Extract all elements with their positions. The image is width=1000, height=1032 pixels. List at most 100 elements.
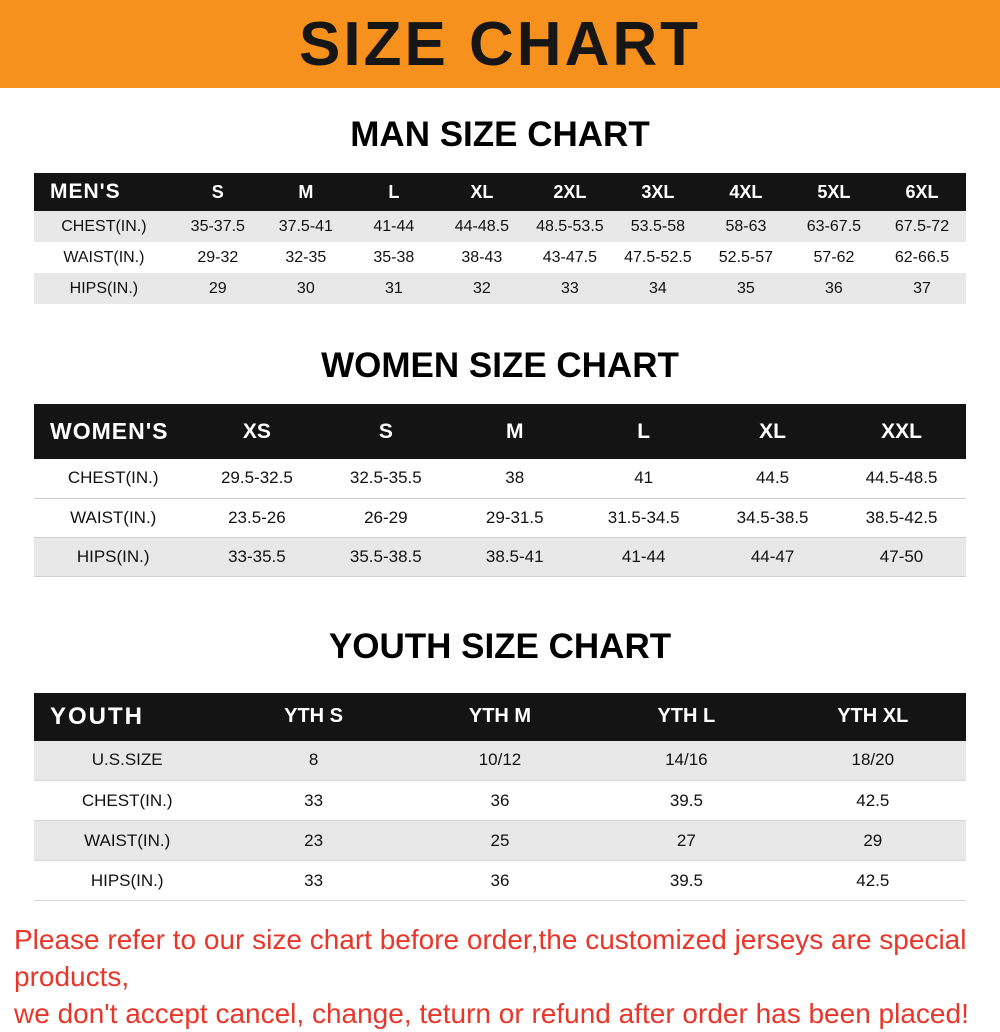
- size-value: 8: [308, 750, 319, 770]
- size-value: 32: [472, 279, 491, 297]
- size-value: 41-44: [373, 217, 415, 235]
- size-value: 10/12: [478, 750, 522, 770]
- size-value: 25: [490, 830, 510, 850]
- sections-container: MAN SIZE CHART MEN'S S M L XL 2XL 3XL 4XL 5XL 6XL C…: [0, 115, 1000, 901]
- column-header: XXL: [837, 404, 966, 459]
- size-value: 44.5-48.5: [865, 468, 938, 488]
- size-value: 38.5-42.5: [865, 507, 938, 527]
- row-label: HIPS(IN.): [69, 279, 139, 297]
- size-value: 18/20: [851, 750, 895, 770]
- size-value: 42.5: [856, 790, 890, 810]
- column-header: XL: [437, 173, 526, 211]
- column-header: 5XL: [789, 173, 878, 211]
- size-value: 52.5-57: [718, 248, 774, 266]
- column-header: M: [450, 404, 580, 459]
- column-header: YTH M: [406, 692, 594, 741]
- size-value: 33-35.5: [228, 546, 286, 566]
- size-value: 33: [304, 870, 324, 890]
- size-value: 32-35: [285, 248, 327, 266]
- size-value: 29-31.5: [485, 507, 544, 527]
- table-row: WAIST(IN.) 23.5-26 26-29 29-31.5 31.5-34.5 34…: [34, 498, 966, 537]
- column-header: S: [173, 173, 262, 211]
- size-value: 57-62: [813, 248, 855, 266]
- row-label: HIPS(IN.): [76, 546, 150, 566]
- youth-size-table: YOUTH YTH S YTH M YTH L YTH XL U.S.SIZE 8 10/12…: [34, 692, 966, 902]
- size-value: 58-63: [725, 217, 767, 235]
- size-value: 44-47: [750, 546, 795, 566]
- size-value: 31.5-34.5: [607, 507, 680, 527]
- size-value: 37.5-41: [278, 217, 333, 235]
- table-row: WAIST(IN.) 29-32 32-35 35-38 38-43 43-47.5 47.…: [34, 242, 966, 273]
- size-value: 43-47.5: [542, 248, 597, 266]
- table-row: CHEST(IN.) 33 36 39.5 42.5: [34, 781, 966, 821]
- column-header: 2XL: [525, 173, 614, 211]
- column-header: XS: [192, 404, 322, 459]
- size-value: 38.5-41: [485, 546, 544, 566]
- size-value: 34: [648, 279, 667, 297]
- table-row: HIPS(IN.) 33 36 39.5 42.5: [34, 861, 966, 901]
- size-value: 37: [913, 279, 931, 297]
- column-header: XL: [708, 404, 838, 459]
- size-value: 53.5-58: [630, 217, 686, 235]
- row-label: CHEST(IN.): [67, 468, 159, 488]
- size-value: 63-67.5: [806, 217, 862, 235]
- size-value: 35-37.5: [190, 217, 245, 235]
- table-row: HIPS(IN.) 33-35.5 35.5-38.5 38.5-41 41-44 44-…: [34, 537, 966, 576]
- size-value: 39.5: [669, 870, 703, 890]
- size-value: 48.5-53.5: [536, 217, 604, 235]
- table-row: U.S.SIZE 8 10/12 14/16 18/20: [34, 740, 966, 781]
- section-youth: YOUTH SIZE CHART YOUTH YTH S YTH M YTH L YTH …: [0, 627, 1000, 902]
- column-header: YTH S: [220, 692, 407, 741]
- column-header: 4XL: [701, 173, 790, 211]
- table-corner-label: WOMEN'S: [34, 404, 193, 459]
- table-row: HIPS(IN.) 29 30 31 32 33 34 35 36 37: [34, 273, 966, 304]
- size-value: 38-43: [461, 248, 503, 266]
- header-row: WOMEN'S XS S M L XL XXL: [34, 404, 966, 459]
- size-value: 42.5: [856, 870, 890, 890]
- section-man: MAN SIZE CHART MEN'S S M L XL 2XL 3XL 4XL 5XL 6XL C…: [0, 115, 1000, 304]
- column-header: YTH L: [593, 692, 780, 741]
- table-row: WAIST(IN.) 23 25 27 29: [34, 820, 966, 861]
- size-value: 32.5-35.5: [349, 468, 422, 488]
- size-value: 31: [384, 279, 403, 297]
- footer-notice: Please refer to our size chart before or…: [14, 921, 986, 1032]
- size-value: 41-44: [621, 546, 666, 566]
- table-row: CHEST(IN.) 35-37.5 37.5-41 41-44 44-48.5 48.5…: [34, 211, 966, 242]
- row-label: CHEST(IN.): [81, 790, 173, 810]
- women-size-table: WOMEN'S XS S M L XL XXL CHEST(IN.) 29.5-32.5 32.5…: [34, 404, 966, 577]
- youth-section-title: YOUTH SIZE CHART: [328, 626, 672, 666]
- banner: SIZE CHART: [0, 0, 1000, 88]
- size-value: 36: [490, 870, 510, 890]
- size-value: 35-38: [373, 248, 415, 266]
- notice-line-1: Please refer to our size chart before or…: [14, 924, 967, 992]
- column-header: M: [261, 173, 350, 211]
- row-label: CHEST(IN.): [61, 217, 147, 235]
- size-value: 33: [560, 279, 579, 297]
- size-value: 44-48.5: [454, 217, 509, 235]
- size-value: 38: [505, 468, 525, 488]
- column-header: 6XL: [877, 173, 966, 211]
- size-value: 29: [208, 279, 227, 297]
- size-value: 23.5-26: [228, 507, 286, 527]
- man-size-table: MEN'S S M L XL 2XL 3XL 4XL 5XL 6XL CHEST(IN.) 35-37…: [34, 173, 966, 304]
- size-value: 23: [304, 830, 324, 850]
- size-value: 36: [490, 790, 510, 810]
- size-value: 26-29: [364, 507, 408, 527]
- row-label: WAIST(IN.): [70, 507, 157, 527]
- column-header: L: [349, 173, 438, 211]
- size-value: 30: [296, 279, 315, 297]
- column-header: YTH XL: [779, 692, 966, 741]
- size-value: 39.5: [669, 790, 703, 810]
- size-value: 47-50: [879, 546, 924, 566]
- header-row: YOUTH YTH S YTH M YTH L YTH XL: [34, 692, 966, 741]
- column-header: S: [321, 404, 451, 459]
- row-label: HIPS(IN.): [90, 870, 164, 890]
- size-value: 33: [304, 790, 324, 810]
- size-value: 29.5-32.5: [220, 468, 293, 488]
- size-value: 41: [634, 468, 654, 488]
- size-value: 27: [676, 830, 696, 850]
- size-value: 67.5-72: [894, 217, 950, 235]
- man-section-title: MAN SIZE CHART: [350, 115, 650, 154]
- women-section-title: WOMEN SIZE CHART: [321, 346, 679, 385]
